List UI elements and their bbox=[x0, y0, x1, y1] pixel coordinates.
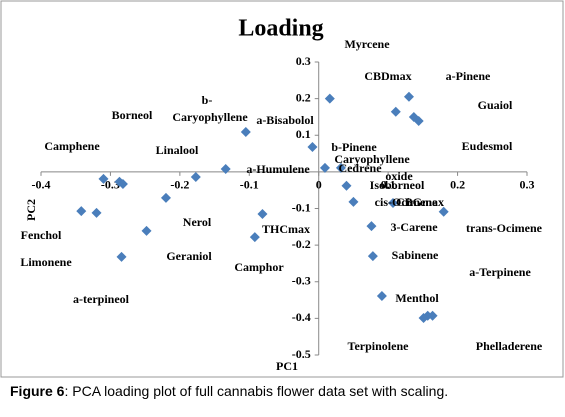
point bbox=[257, 208, 268, 219]
x-tick-label: 0.1 bbox=[381, 178, 396, 192]
point bbox=[307, 141, 318, 152]
point-label: b- bbox=[202, 93, 213, 107]
point-label: Menthol bbox=[395, 291, 439, 305]
point-label: THCmax bbox=[262, 222, 310, 236]
point bbox=[348, 196, 359, 207]
point-label: oxide bbox=[385, 169, 413, 183]
y-tick-label: 0.2 bbox=[296, 90, 311, 104]
point-label: Terpinolene bbox=[348, 339, 410, 353]
point bbox=[160, 192, 171, 203]
point bbox=[390, 106, 401, 117]
point-label: Camphor bbox=[234, 260, 284, 274]
x-tick-label: -0.2 bbox=[170, 178, 189, 192]
point-label: trans-Ocimene bbox=[466, 221, 543, 235]
point-label: Nerol bbox=[183, 215, 212, 229]
y-tick-label: 0.3 bbox=[296, 54, 311, 68]
caption-text: : PCA loading plot of full cannabis flow… bbox=[64, 383, 449, 399]
point-label: Guaiol bbox=[478, 98, 513, 112]
point bbox=[76, 206, 87, 217]
point bbox=[220, 163, 231, 174]
point bbox=[376, 291, 387, 302]
point bbox=[388, 198, 399, 209]
point-label: Isoborneol bbox=[370, 178, 425, 192]
caption-label: Figure 6 bbox=[10, 383, 65, 399]
point-label: Cedrene bbox=[338, 161, 382, 175]
point-label: a-Bisabolol bbox=[256, 113, 314, 127]
point bbox=[427, 310, 438, 321]
y-tick-label: -0.3 bbox=[292, 274, 311, 288]
point bbox=[367, 251, 378, 262]
y-axis-label: PC2 bbox=[24, 199, 38, 221]
point-label: CBDmax bbox=[364, 69, 411, 83]
point bbox=[249, 232, 260, 243]
point-label: a-Terpinene bbox=[469, 265, 531, 279]
point bbox=[335, 162, 346, 173]
x-tick-label: 0.2 bbox=[450, 178, 465, 192]
point bbox=[240, 126, 251, 137]
point-label: Eudesmol bbox=[462, 139, 513, 153]
x-tick-label: 0 bbox=[316, 178, 322, 192]
x-axis-label: PC1 bbox=[276, 359, 298, 373]
point bbox=[98, 173, 109, 184]
point-label: Limonene bbox=[20, 255, 72, 269]
point-label: CBGmax bbox=[396, 195, 444, 209]
x-tick-label: -0.1 bbox=[240, 178, 259, 192]
point-label: Fenchol bbox=[21, 228, 62, 242]
point-label: a-terpineol bbox=[73, 292, 130, 306]
point-label: a-Humulene bbox=[246, 162, 310, 176]
point bbox=[366, 221, 377, 232]
y-tick-label: -0.5 bbox=[292, 347, 311, 361]
point bbox=[116, 251, 127, 262]
point-label: Linalool bbox=[156, 143, 199, 157]
x-tick-label: -0.4 bbox=[32, 178, 51, 192]
chart: Loading PC1 PC2 -0.4 -0.3 -0.2 -0.1 0 0.1 0.2 0… bbox=[0, 0, 564, 378]
point-label: b-Pinene bbox=[331, 140, 377, 154]
point bbox=[91, 207, 102, 218]
point-label: Sabinene bbox=[392, 248, 439, 262]
y-tick-label: 0.1 bbox=[296, 127, 311, 141]
point-label: Myrcene bbox=[344, 37, 390, 51]
point-label: Caryophyllene bbox=[334, 152, 410, 166]
point-label: 3-Carene bbox=[390, 220, 438, 234]
point-label: Camphene bbox=[44, 139, 100, 153]
point bbox=[190, 172, 201, 183]
chart-frame bbox=[0, 0, 564, 378]
y-tick-label: -0.1 bbox=[292, 200, 311, 214]
point-label: Caryophyllene bbox=[172, 110, 248, 124]
point bbox=[141, 225, 152, 236]
chart-title: Loading bbox=[238, 16, 323, 42]
point bbox=[324, 93, 335, 104]
point bbox=[117, 178, 128, 189]
point-label: Geraniol bbox=[166, 249, 212, 263]
point-label: Borneol bbox=[112, 108, 153, 122]
point bbox=[319, 162, 330, 173]
point bbox=[341, 180, 352, 191]
y-tick-label: -0.2 bbox=[292, 237, 311, 251]
point bbox=[413, 115, 424, 126]
point bbox=[403, 91, 414, 102]
point-label: Phelladerene bbox=[476, 339, 543, 353]
point-label: cis-Ocimene bbox=[375, 195, 438, 209]
caption: Figure 6: PCA loading plot of full canna… bbox=[10, 383, 448, 399]
point bbox=[438, 206, 449, 217]
y-tick-label: -0.4 bbox=[292, 310, 311, 324]
point-label: a-Pinene bbox=[446, 69, 491, 83]
x-tick-label: 0.3 bbox=[520, 178, 535, 192]
